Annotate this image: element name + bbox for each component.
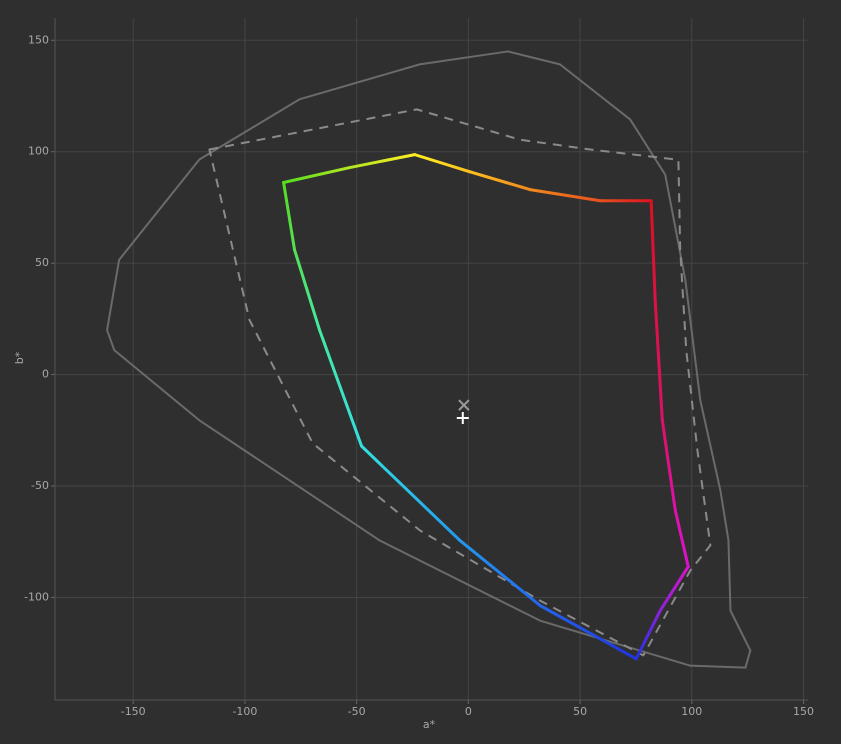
gamut-segment [538,604,638,661]
y-tick-label: -50 [31,479,49,492]
gamut-segment [468,170,532,192]
gamut-segment [413,153,472,174]
gamut-segment [673,508,690,569]
marker [456,412,469,425]
gamut-segment [653,298,664,422]
gamut-segment [649,199,657,302]
y-tick-label: 0 [42,368,49,381]
marker [458,399,470,411]
x-tick-label: -50 [348,705,366,718]
gamut-segment [282,180,297,252]
x-tick-label: 50 [573,705,587,718]
gamut-segment [458,538,542,608]
x-tick-label: 100 [681,705,702,718]
x-axis-label: a* [423,718,436,731]
gamut-line [208,108,712,657]
x-tick-label: -150 [121,705,146,718]
y-tick-label: 100 [28,145,49,158]
y-tick-label: 150 [28,33,49,46]
gamut-segment [660,418,677,512]
gamut-segment [282,166,352,184]
y-tick-label: -100 [24,590,49,603]
gamut-segment [293,248,322,332]
gamut-segment [634,609,662,661]
gamut-segment [658,565,690,613]
axis-line [54,18,808,701]
x-tick-label: 0 [465,705,472,718]
x-tick-label: 150 [793,705,814,718]
gamut-line [106,50,752,669]
y-axis-label: b* [13,351,26,364]
gamut-segment [360,444,462,542]
gamut-segment [348,153,417,170]
x-tick-label: -100 [232,705,257,718]
y-tick-label: 50 [35,256,49,269]
gamut-segment [528,188,602,203]
gamut-segment [318,328,364,448]
